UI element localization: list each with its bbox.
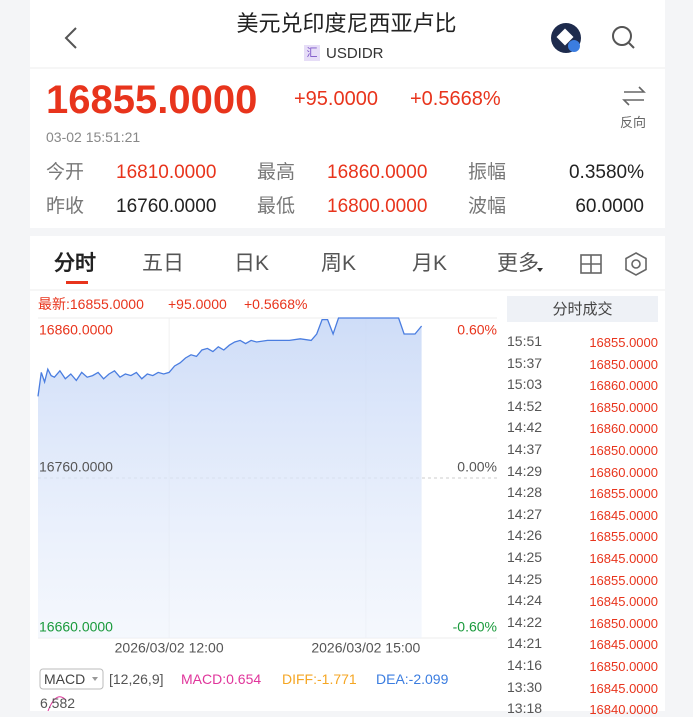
- trade-time: 14:26: [507, 527, 543, 544]
- trades-header-bg: [507, 296, 658, 322]
- trade-time: 14:52: [507, 397, 543, 414]
- tab[interactable]: 五日: [142, 252, 184, 275]
- trade-price: 16845.0000: [589, 680, 658, 696]
- trade-time: 14:16: [507, 657, 543, 673]
- trade-price: 16845.0000: [589, 507, 658, 523]
- trade-price: 16845.0000: [589, 637, 658, 653]
- trade-time: 13:18: [507, 700, 543, 717]
- trade-time: 15:03: [507, 376, 543, 393]
- x-tick-label: 2026/03/02 12:00: [115, 640, 224, 656]
- y2-tick-label: 0.60%: [457, 322, 497, 338]
- y2-tick-label: -0.60%: [453, 619, 497, 635]
- trade-price: 16860.0000: [589, 464, 658, 480]
- change: +95.0000: [294, 88, 378, 110]
- swap-icon[interactable]: [622, 86, 646, 106]
- trades-title: 分时成交: [552, 301, 613, 318]
- market-badge: 汇: [304, 45, 320, 61]
- trade-price: 16855.0000: [589, 529, 658, 545]
- x-tick-label: 2026/03/02 15:00: [311, 640, 420, 656]
- y-tick-label: 16660.0000: [39, 619, 113, 635]
- trade-time: 14:29: [507, 462, 543, 479]
- trade-price: 16840.0000: [589, 702, 658, 717]
- trade-time: 14:25: [507, 549, 543, 565]
- price-line: [37, 317, 423, 397]
- trade-time: 14:28: [507, 484, 543, 501]
- dropdown-arrow: [92, 677, 98, 681]
- stat-label: 今开: [46, 162, 85, 183]
- latest-label: 最新:16855.0000: [38, 296, 144, 312]
- trade-time: 15:37: [507, 354, 543, 371]
- settings-icon[interactable]: [625, 252, 647, 276]
- trade-time: 14:22: [507, 613, 543, 630]
- y-tick-label: 16860.0000: [39, 322, 113, 338]
- price: 16855.0000: [46, 78, 258, 122]
- stat-label: 振幅: [468, 162, 507, 183]
- indicator-name[interactable]: MACD: [44, 671, 86, 687]
- title: 美元兑印度尼西亚卢比: [236, 11, 457, 36]
- tab[interactable]: 更多: [497, 252, 539, 275]
- macd-line: [47, 696, 67, 711]
- trade-time: 14:24: [507, 592, 543, 609]
- stat-value: 16800.0000: [327, 196, 428, 217]
- trade-time: 15:51: [507, 333, 543, 349]
- indicator-select[interactable]: [39, 668, 104, 690]
- trade-time: 14:37: [507, 441, 543, 457]
- tab[interactable]: 分时: [54, 252, 96, 275]
- trade-price: 16860.0000: [589, 378, 658, 394]
- trade-price: 16850.0000: [589, 356, 658, 372]
- stat-value: 60.0000: [575, 196, 644, 217]
- search-icon[interactable]: [612, 26, 635, 49]
- trade-price: 16855.0000: [589, 486, 658, 502]
- indicator-params: [12,26,9]: [109, 671, 164, 687]
- change-pct: +0.5668%: [410, 88, 501, 110]
- macd-value: MACD:0.654: [181, 671, 262, 687]
- stat-value: 16860.0000: [327, 162, 428, 183]
- tab[interactable]: 日K: [234, 252, 270, 275]
- trade-price: 16855.0000: [589, 335, 658, 350]
- swap-label[interactable]: 反向: [620, 115, 647, 130]
- y-tick-label: 16760.0000: [39, 459, 113, 475]
- trade-price: 16845.0000: [589, 594, 658, 610]
- trade-price: 16850.0000: [589, 399, 658, 415]
- trade-time: 13:30: [507, 678, 543, 695]
- diff-value: DIFF:-1.771: [282, 671, 357, 687]
- latest-change-pct: +0.5668%: [244, 296, 308, 312]
- quote-time: 03-02 15:51:21: [46, 129, 141, 145]
- ai-icon[interactable]: [551, 23, 581, 53]
- back-button[interactable]: [64, 27, 77, 49]
- layout-icon[interactable]: [580, 254, 602, 274]
- stat-value: 0.3580%: [568, 162, 644, 183]
- stat-value: 16810.0000: [116, 162, 217, 183]
- stat-value: 16760.0000: [116, 196, 217, 217]
- symbol: USDIDR: [326, 45, 384, 62]
- stat-label: 最高: [257, 162, 296, 183]
- trade-price: 16860.0000: [589, 421, 658, 437]
- y2-tick-label: 0.00%: [457, 459, 497, 475]
- trade-price: 16850.0000: [589, 443, 658, 458]
- trade-time: 14:21: [507, 635, 543, 652]
- stat-label: 波幅: [468, 196, 507, 217]
- dea-value: DEA:-2.099: [376, 671, 449, 687]
- trade-price: 16850.0000: [589, 659, 658, 674]
- trade-price: 16845.0000: [589, 551, 658, 566]
- trade-time: 14:25: [507, 570, 543, 587]
- indicator-axis-label: 6.582: [40, 695, 76, 711]
- stat-label: 最低: [257, 196, 296, 217]
- latest-change: +95.0000: [168, 296, 227, 312]
- stat-label: 昨收: [46, 196, 85, 217]
- area: [38, 318, 422, 638]
- trade-price: 16855.0000: [589, 572, 658, 588]
- trade-price: 16850.0000: [589, 615, 658, 631]
- tab[interactable]: 月K: [412, 252, 448, 275]
- tab[interactable]: 周K: [321, 252, 357, 275]
- dropdown-arrow: [537, 268, 543, 272]
- trade-time: 14:27: [507, 505, 543, 522]
- trade-time: 14:42: [507, 419, 543, 436]
- separator: [30, 228, 665, 236]
- tab-underline: [66, 281, 88, 284]
